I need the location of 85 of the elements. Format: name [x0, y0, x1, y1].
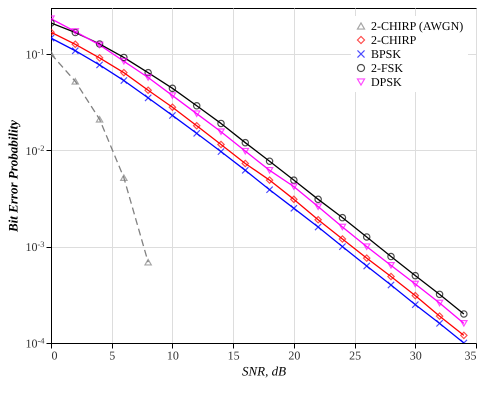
point: [192, 102, 200, 110]
point: [290, 176, 298, 184]
point: [266, 186, 274, 194]
point: [192, 110, 200, 118]
point: [192, 122, 200, 130]
point: [144, 258, 152, 266]
point: [314, 223, 322, 231]
point: [314, 203, 322, 210]
point: [217, 128, 225, 136]
legend-label: 2-CHIRP (AWGN): [371, 19, 464, 33]
x-tick-label: 0: [52, 348, 58, 362]
point: [436, 312, 444, 320]
point: [387, 272, 395, 280]
point: [168, 112, 176, 120]
point: [412, 272, 420, 280]
x-tick-label: 20: [288, 348, 300, 362]
point: [144, 94, 152, 102]
point: [412, 300, 420, 308]
x-tick-label: 5: [109, 348, 116, 362]
point: [217, 148, 225, 156]
point: [242, 160, 250, 168]
point: [96, 54, 104, 62]
point: [120, 76, 128, 84]
point: [242, 138, 250, 146]
point: [72, 78, 80, 85]
point: [436, 300, 444, 306]
x-tick-label: 35: [464, 348, 476, 362]
point: [290, 204, 298, 212]
point: [120, 54, 128, 62]
y-tick-label: 10$^{-3}$: [26, 240, 44, 254]
point: [192, 130, 200, 138]
point: [338, 242, 346, 250]
point: [96, 116, 104, 123]
point: [242, 148, 250, 154]
point: [120, 174, 128, 182]
point: [96, 61, 104, 69]
point: [314, 216, 322, 224]
point: [362, 262, 370, 270]
legend-label: 2-CHIRP: [371, 33, 417, 47]
point: [266, 176, 274, 184]
point: [168, 92, 176, 99]
point: [314, 196, 322, 204]
point: [290, 183, 298, 190]
point: [362, 254, 370, 262]
x-tick-label: 15: [228, 348, 240, 362]
point: [436, 320, 444, 328]
y-tick-label: 10$^{-1}$: [26, 46, 44, 62]
point: [120, 58, 128, 65]
point: [72, 40, 80, 48]
point: [266, 166, 274, 174]
point: [387, 262, 395, 269]
point: [412, 280, 420, 288]
point: [217, 140, 225, 148]
point: [168, 84, 176, 92]
point: [290, 196, 298, 204]
point: [387, 252, 395, 260]
point: [460, 320, 468, 327]
y-axis-title: Bit Error Probability: [5, 120, 20, 233]
x-tick-label: 10: [166, 348, 179, 362]
point: [242, 166, 250, 174]
point: [338, 224, 346, 230]
point: [387, 281, 395, 289]
legend-label: DPSK: [371, 75, 402, 89]
point: [144, 86, 152, 94]
point: [362, 243, 370, 250]
point: [217, 120, 225, 128]
legend-label: BPSK: [371, 47, 402, 61]
point: [144, 74, 152, 81]
point: [412, 292, 420, 300]
x-tick-label: 25: [349, 348, 362, 362]
x-axis-title: SNR, dB: [242, 364, 286, 378]
point: [72, 46, 80, 55]
point: [338, 235, 346, 243]
point: [362, 233, 370, 241]
point: [168, 103, 176, 111]
point: [144, 68, 152, 76]
x-tick-label: 30: [410, 348, 422, 362]
point: [460, 332, 468, 340]
point: [266, 157, 274, 166]
point: [338, 214, 346, 222]
point: [120, 68, 128, 76]
legend-label: 2-FSK: [371, 61, 404, 75]
point: [436, 290, 444, 298]
y-tick-label: 10$^{-2}$: [26, 143, 44, 158]
y-tick-label: 10$^{-4}$: [26, 336, 46, 350]
